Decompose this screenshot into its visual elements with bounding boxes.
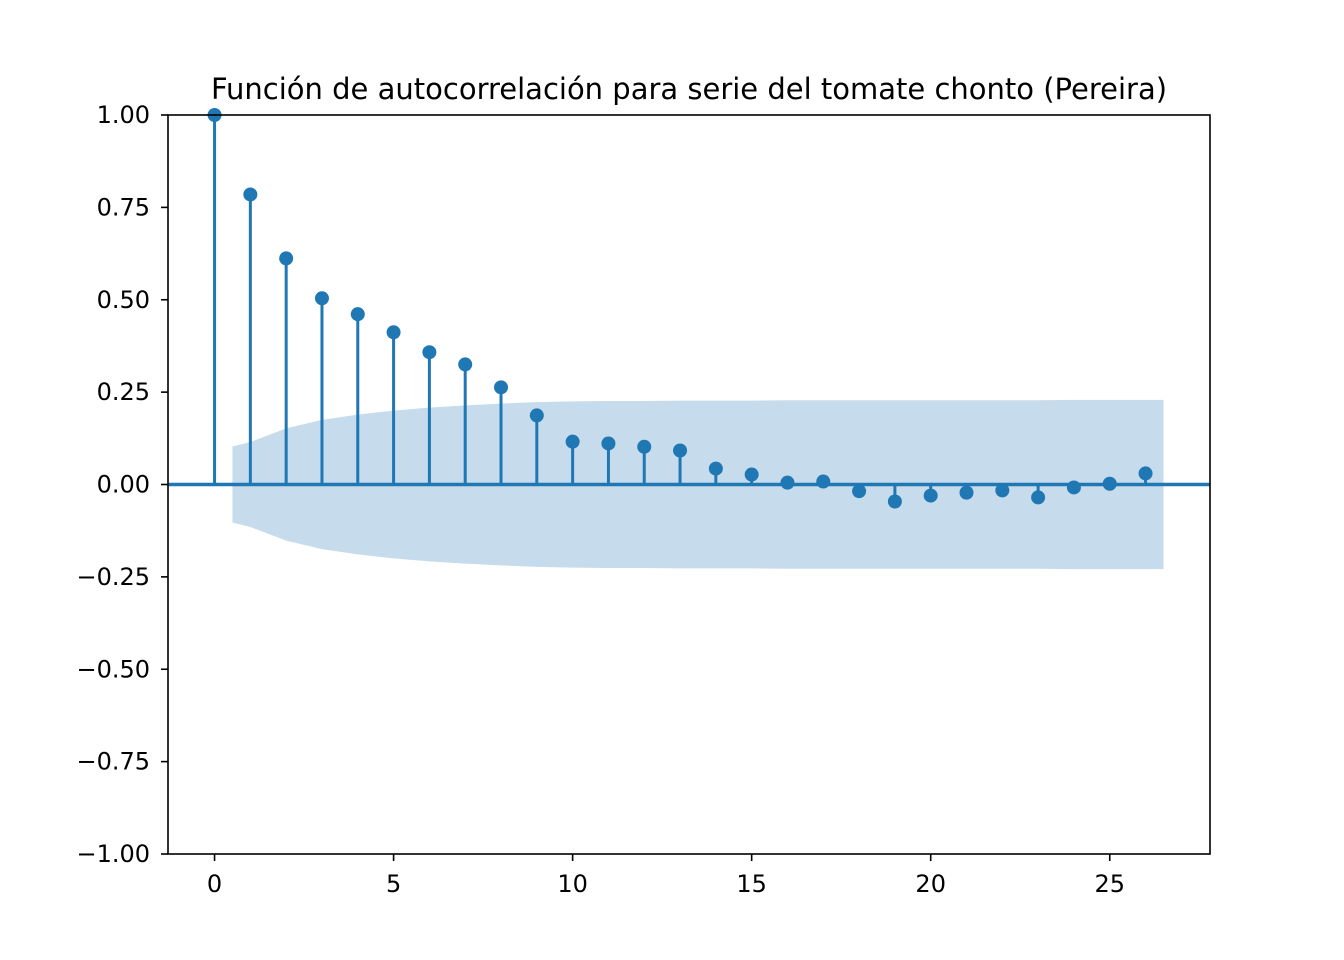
y-tick-label-4: 0.00 xyxy=(97,471,150,499)
chart-title: Función de autocorrelación para serie de… xyxy=(211,72,1167,106)
x-tick-label-0: 0 xyxy=(207,870,222,898)
x-tick-label-25: 25 xyxy=(1094,870,1125,898)
y-tick-label-7: −0.75 xyxy=(76,748,150,776)
marker-lag-13 xyxy=(673,443,688,458)
axes-layer: 0 5 10 15 20 25 1.00 0.75 0.50 0.25 0.00 −0.25 −0.50… xyxy=(76,101,1211,898)
marker-lag-3 xyxy=(314,291,329,306)
x-tick-label-5: 5 xyxy=(386,870,401,898)
y-tick-label-5: −0.25 xyxy=(76,563,150,591)
x-tick-label-15: 15 xyxy=(736,870,767,898)
marker-lag-26 xyxy=(1138,466,1153,481)
marker-lag-11 xyxy=(601,436,616,451)
y-tick-label-6: −0.50 xyxy=(76,655,150,683)
marker-lag-19 xyxy=(887,494,902,509)
marker-lag-8 xyxy=(494,380,509,395)
marker-lag-2 xyxy=(279,251,294,266)
marker-lag-9 xyxy=(529,408,544,423)
stem-layer xyxy=(213,115,1148,502)
marker-lag-15 xyxy=(744,467,759,482)
marker-lag-17 xyxy=(816,474,831,489)
marker-lag-22 xyxy=(995,483,1010,498)
marker-lag-24 xyxy=(1066,480,1081,495)
marker-lag-4 xyxy=(350,307,365,322)
marker-layer xyxy=(207,108,1153,509)
marker-lag-14 xyxy=(708,461,723,476)
y-tick-label-1: 0.75 xyxy=(97,193,150,221)
marker-lag-5 xyxy=(386,325,401,340)
y-tick-label-8: −1.00 xyxy=(76,840,150,868)
marker-lag-20 xyxy=(923,488,938,503)
marker-lag-21 xyxy=(959,485,974,500)
x-tick-label-20: 20 xyxy=(915,870,946,898)
marker-lag-12 xyxy=(637,439,652,454)
marker-lag-23 xyxy=(1031,490,1046,505)
x-tick-label-10: 10 xyxy=(557,870,588,898)
y-tick-label-2: 0.50 xyxy=(97,286,150,314)
y-tick-label-3: 0.25 xyxy=(97,378,150,406)
marker-lag-25 xyxy=(1102,476,1117,491)
y-tick-label-0: 1.00 xyxy=(97,101,150,129)
marker-lag-7 xyxy=(458,357,473,372)
marker-lag-18 xyxy=(852,484,867,499)
marker-lag-10 xyxy=(565,434,580,449)
marker-lag-6 xyxy=(422,345,437,360)
marker-lag-16 xyxy=(780,475,795,490)
marker-lag-1 xyxy=(243,187,258,202)
